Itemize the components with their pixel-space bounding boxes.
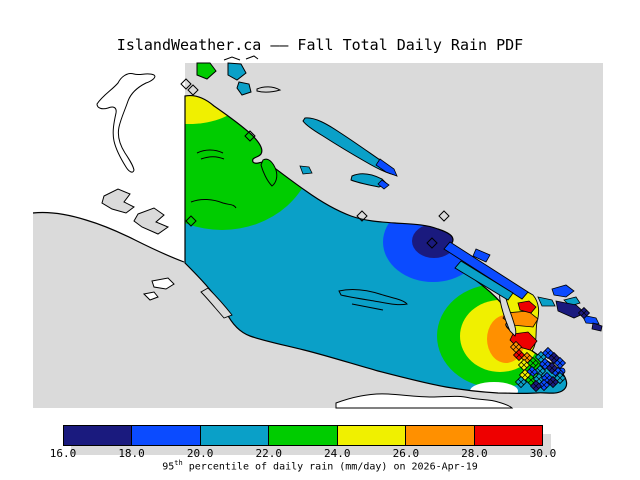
san-juan-islet <box>555 300 586 319</box>
colorbar-tick-label: 30.0 <box>529 447 557 460</box>
strait-islet-green <box>196 62 217 80</box>
san-juan-islet <box>581 314 600 325</box>
lasqueti-blue-tip <box>377 179 390 190</box>
station-marker <box>529 379 543 393</box>
olympic-peninsula <box>335 393 514 409</box>
colorbar-segment <box>64 426 132 445</box>
station-marker <box>553 356 567 370</box>
marker-outline-diamond <box>244 130 256 142</box>
strait-islet-cyan <box>299 165 313 175</box>
colorbar-segment <box>473 426 542 445</box>
colorbar-tick-label: 22.0 <box>255 447 282 460</box>
caption-base: 95 <box>162 461 175 473</box>
colorbar-caption: 95th percentile of daily rain (mm/day) o… <box>0 459 640 472</box>
colorbar-ticks: 16.0 18.0 20.0 22.0 24.0 26.0 28.0 30.0 <box>50 447 557 460</box>
marker-outline-diamond <box>356 210 368 222</box>
station-marker <box>553 371 567 385</box>
station-marker <box>577 306 591 320</box>
san-juan-islet <box>537 296 556 307</box>
texada-blue-tip <box>375 158 398 177</box>
page-title: IslandWeather.ca —— Fall Total Daily Rai… <box>116 36 524 54</box>
colorbar-tick-label: 16.0 <box>49 447 77 460</box>
denman-island <box>260 158 278 187</box>
caption-superscript: th <box>174 459 183 467</box>
gulf-island-strip <box>454 260 514 301</box>
south-coast-white-patch <box>470 382 518 394</box>
strait-islet-cyan <box>227 62 247 81</box>
nimpkish-inlet-outline <box>96 73 156 173</box>
coast-headland <box>101 188 135 214</box>
marker-outline-diamond <box>426 237 438 249</box>
station-marker <box>509 340 523 354</box>
gulf-island-strip <box>443 241 529 300</box>
victoria-red-patch <box>517 300 537 314</box>
colorbar-tick-label: 20.0 <box>186 447 214 460</box>
marker-outline-diamond <box>187 84 199 96</box>
lake-outline <box>351 303 384 311</box>
caption-rest: percentile of daily rain (mm/day) on 202… <box>182 461 478 473</box>
sproat-lake-outline <box>196 149 225 160</box>
cowichan-lake-outline <box>338 289 408 306</box>
colorbar-tick-label: 26.0 <box>392 447 420 460</box>
marker-outline-diamond <box>185 215 197 227</box>
colorbar-tick-label: 24.0 <box>324 447 351 460</box>
island-outline-fragment <box>223 55 259 61</box>
strait-islet-gray <box>256 86 282 93</box>
san-juan-islet <box>591 322 603 332</box>
gulf-islet <box>472 248 491 263</box>
outside-domain-islet <box>151 277 175 290</box>
west-coastline <box>32 211 185 263</box>
coast-headland <box>133 207 170 235</box>
gulf-islet <box>551 284 575 298</box>
colorbar-segment <box>405 426 474 445</box>
lake-outline <box>190 199 237 209</box>
outside-domain-islet <box>142 291 159 301</box>
colorbar-tick-label: 18.0 <box>118 447 145 460</box>
colorbar-tick-label: 28.0 <box>461 447 488 460</box>
marker-outline-diamond <box>180 78 192 90</box>
marker-outline-diamond <box>438 210 450 222</box>
barkley-sound-inlet <box>200 287 233 319</box>
colorbar-segment <box>268 426 337 445</box>
colorbar-segment <box>131 426 200 445</box>
station-marker <box>514 375 528 389</box>
strait-islet-cyan <box>236 81 252 96</box>
northwest-yellow-zone <box>185 95 238 124</box>
station-marker <box>537 378 551 392</box>
colorbar-segment <box>336 426 406 445</box>
colorbar-segment <box>199 426 269 445</box>
colorbar-segments <box>63 425 543 446</box>
